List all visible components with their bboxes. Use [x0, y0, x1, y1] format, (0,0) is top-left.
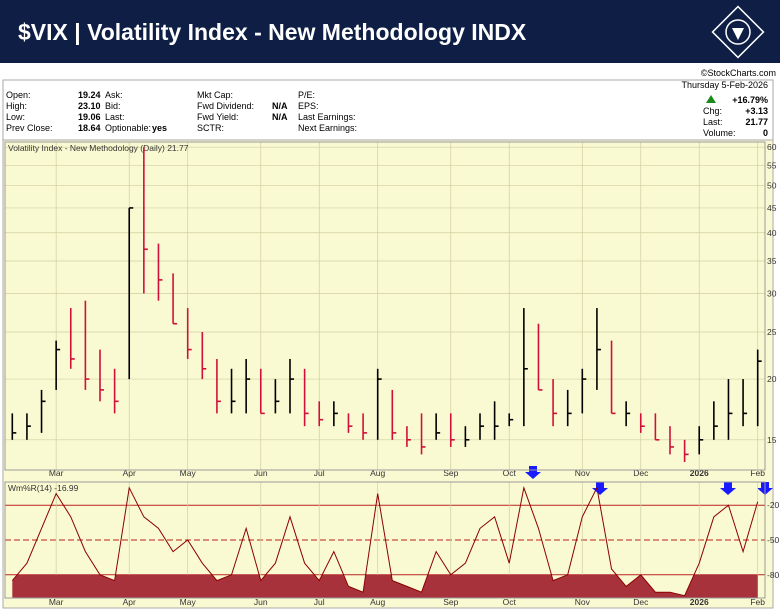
info-label: Next Earnings: — [298, 123, 357, 133]
x-tick-label: Oct — [503, 597, 517, 607]
info-value: 19.24 — [78, 90, 101, 100]
info-label: Bid: — [105, 101, 121, 111]
panel-title: Wm%R(14) -16.99 — [8, 483, 79, 493]
y-tick-label: 35 — [767, 256, 777, 266]
x-tick-label: Jun — [254, 468, 268, 478]
x-tick-label: Mar — [49, 468, 64, 478]
info-value: 19.06 — [78, 112, 101, 122]
x-tick-label: Sep — [443, 597, 458, 607]
y-tick-label: 60 — [767, 142, 777, 152]
info-label: Last: — [105, 112, 125, 122]
y-tick-label: -50 — [767, 535, 780, 545]
info-label: Fwd Dividend: — [197, 101, 254, 111]
x-tick-label: 2026 — [690, 468, 709, 478]
y-tick-label: 30 — [767, 289, 777, 299]
chart-area — [2, 139, 774, 609]
x-tick-label: Dec — [633, 597, 649, 607]
oversold-area — [12, 574, 758, 598]
y-tick-label: 40 — [767, 228, 777, 238]
x-tick-label: May — [180, 468, 197, 478]
x-tick-label: Jul — [314, 597, 325, 607]
line — [11, 485, 759, 597]
x-tick-label: Feb — [750, 468, 765, 478]
info-label: Prev Close: — [6, 123, 53, 133]
info-label: Ask: — [105, 90, 123, 100]
change-pct: +16.79% — [732, 95, 768, 105]
info-label: Mkt Cap: — [197, 90, 233, 100]
info-label: SCTR: — [197, 123, 224, 133]
y-tick-label: 25 — [767, 327, 777, 337]
info-panel — [2, 79, 774, 141]
info-label: Open: — [6, 90, 31, 100]
header-title: $VIX | Volatility Index - New Methodolog… — [18, 19, 527, 45]
x-tick-label: Aug — [370, 468, 385, 478]
info-label: Last Earnings: — [298, 112, 356, 122]
x-tick-label: Jun — [254, 597, 268, 607]
x-tick-label: Aug — [370, 597, 385, 607]
header-bar — [0, 0, 780, 63]
x-tick-label: Nov — [575, 468, 591, 478]
info-label: Fwd Yield: — [197, 112, 239, 122]
credit: ©StockCharts.com — [701, 68, 776, 78]
info-value: 18.64 — [78, 123, 101, 133]
x-tick-label: Mar — [49, 597, 64, 607]
stat-label: Last: — [703, 117, 723, 127]
y-tick-label: 45 — [767, 203, 777, 213]
x-tick-label: Feb — [750, 597, 765, 607]
x-tick-label: Apr — [123, 597, 136, 607]
stat-value: +3.13 — [745, 106, 768, 116]
panel-title: Volatility Index - New Methodology (Dail… — [8, 143, 189, 153]
stat-value: 0 — [763, 128, 768, 138]
info-label: EPS: — [298, 101, 319, 111]
up-arrow — [706, 95, 716, 103]
y-tick-label: -20 — [767, 500, 780, 510]
info-label: Optionable: — [105, 123, 151, 133]
info-label: High: — [6, 101, 27, 111]
y-tick-label: 15 — [767, 435, 777, 445]
info-value: yes — [152, 123, 167, 133]
stat-value: 21.77 — [745, 117, 768, 127]
info: Open: 19.24 High: 23.10 Low: 19.06 Prev Close:… — [6, 80, 768, 138]
x-tick-label: Jul — [314, 468, 325, 478]
logo — [711, 5, 765, 59]
x-tick-label: 2026 — [690, 597, 709, 607]
stat-label: Chg: — [703, 106, 722, 116]
info-date: Thursday 5-Feb-2026 — [681, 80, 768, 90]
y-tick-label: 50 — [767, 181, 777, 191]
panel-frame — [4, 141, 766, 471]
x-tick-label: Dec — [633, 468, 649, 478]
info-label: Low: — [6, 112, 25, 122]
info-value: N/A — [272, 101, 288, 111]
panel-frame — [4, 481, 766, 599]
info-label: P/E: — [298, 90, 315, 100]
x-tick-label: Oct — [503, 468, 517, 478]
info-value: N/A — [272, 112, 288, 122]
x-tick-label: May — [180, 597, 197, 607]
y-tick-label: 55 — [767, 161, 777, 171]
y-tick-label: 20 — [767, 374, 777, 384]
info-value: 23.10 — [78, 101, 101, 111]
x-tick-label: Apr — [123, 468, 136, 478]
stat-label: Volume: — [703, 128, 736, 138]
y-tick-label: -80 — [767, 570, 780, 580]
x-tick-label: Nov — [575, 597, 591, 607]
x-tick-label: Sep — [443, 468, 458, 478]
